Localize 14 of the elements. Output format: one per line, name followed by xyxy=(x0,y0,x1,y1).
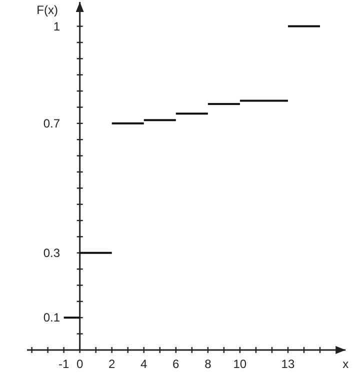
y-axis-title: F(x) xyxy=(36,3,58,17)
x-axis-title: x xyxy=(342,357,349,371)
x-tick-label: 4 xyxy=(140,357,148,371)
x-tick-label: -1 xyxy=(58,357,70,371)
y-tick-label: 0.7 xyxy=(43,116,60,130)
x-tick-label: 6 xyxy=(172,357,180,371)
y-tick-label: 0.1 xyxy=(43,310,60,325)
x-tick-label: 10 xyxy=(233,357,247,371)
y-tick-label: 1 xyxy=(53,19,60,34)
y-tick-label: 0.3 xyxy=(43,246,60,260)
x-tick-label: 0 xyxy=(76,357,84,371)
x-tick-label: 2 xyxy=(108,357,116,371)
x-tick-label: 13 xyxy=(281,357,295,371)
x-tick-label: 8 xyxy=(204,357,212,371)
